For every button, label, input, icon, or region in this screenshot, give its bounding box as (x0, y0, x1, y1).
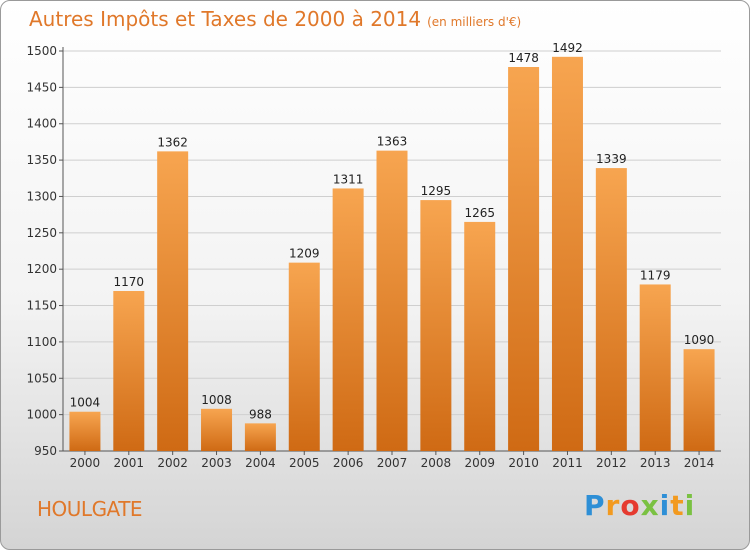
bar-value-label: 1209 (289, 247, 320, 261)
x-tick-label: 2003 (201, 456, 232, 470)
chart-title: Autres Impôts et Taxes de 2000 à 2014 (en… (29, 7, 521, 31)
logo-letter: P (584, 489, 606, 522)
y-tick-label: 1400 (26, 117, 57, 131)
x-tick-label: 2000 (70, 456, 101, 470)
y-tick-label: 1200 (26, 262, 57, 276)
logo-letter: x (640, 489, 660, 522)
bar-value-label: 1265 (464, 206, 495, 220)
bar (551, 56, 583, 452)
bar (201, 408, 233, 451)
bar-value-label: 1170 (114, 275, 145, 289)
bar-value-label: 1090 (684, 333, 715, 347)
bars (69, 56, 715, 452)
bar (157, 151, 189, 451)
x-tick-label: 2010 (508, 456, 539, 470)
bar (595, 168, 627, 451)
logo-letter: o (620, 489, 641, 522)
bar-value-label: 1363 (377, 135, 408, 149)
x-tick-label: 2004 (245, 456, 276, 470)
bar-value-label: 1004 (70, 396, 101, 410)
logo-letter: t (670, 489, 685, 522)
x-tick-label: 2001 (114, 456, 145, 470)
bar-value-label: 988 (249, 407, 272, 421)
y-tick-label: 1450 (26, 80, 57, 94)
y-tick-label: 1100 (26, 335, 57, 349)
bar (464, 221, 496, 451)
y-tick-label: 1350 (26, 153, 57, 167)
y-tick-label: 950 (34, 444, 57, 458)
bar (113, 291, 145, 451)
bar-value-label: 1492 (552, 41, 583, 55)
chart-subtitle: (en milliers d'€) (427, 15, 522, 29)
bar (244, 423, 276, 451)
bar (376, 150, 408, 452)
bar (69, 411, 101, 451)
bar (508, 67, 540, 451)
bar (683, 349, 715, 451)
y-tick-label: 1050 (26, 371, 57, 385)
logo-letter: i (659, 489, 671, 522)
value-labels: 1004 1170 1362 1008 988 1209 1311 1363 1295 1265 1… (70, 41, 715, 422)
x-tick-label: 2006 (333, 456, 364, 470)
bar (420, 200, 452, 451)
bar-value-label: 1478 (508, 51, 539, 65)
bar-value-label: 1295 (421, 184, 452, 198)
x-tick-label: 2011 (552, 456, 583, 470)
logo-letter: r (605, 489, 621, 522)
bar-value-label: 1008 (201, 393, 232, 407)
y-tick-label: 1150 (26, 299, 57, 313)
y-tick-label: 1000 (26, 408, 57, 422)
city-name: HOULGATE (37, 497, 143, 521)
x-tick-label: 2012 (596, 456, 627, 470)
y-tick-label: 1250 (26, 226, 57, 240)
y-tick-label: 1300 (26, 189, 57, 203)
logo-letter: i (684, 489, 696, 522)
x-tick-label: 2013 (640, 456, 671, 470)
x-tick-label: 2014 (684, 456, 715, 470)
tick-labels: 950 1000 1050 1100 1150 1200 1250 1300 1350 1400 1… (26, 44, 714, 470)
bar (332, 188, 364, 452)
bar-value-label: 1311 (333, 172, 364, 186)
bar-value-label: 1362 (157, 135, 188, 149)
x-tick-label: 2007 (377, 456, 408, 470)
proxiti-logo[interactable]: Proxiti (584, 489, 695, 522)
bar-value-label: 1339 (596, 152, 627, 166)
chart-title-text: Autres Impôts et Taxes de 2000 à 2014 (29, 7, 422, 31)
x-tick-label: 2005 (289, 456, 320, 470)
y-tick-label: 1500 (26, 44, 57, 58)
x-tick-label: 2008 (421, 456, 452, 470)
x-tick-label: 2002 (157, 456, 188, 470)
x-tick-label: 2009 (464, 456, 495, 470)
bar (639, 284, 671, 451)
bar (288, 262, 320, 451)
bar-value-label: 1179 (640, 268, 671, 282)
